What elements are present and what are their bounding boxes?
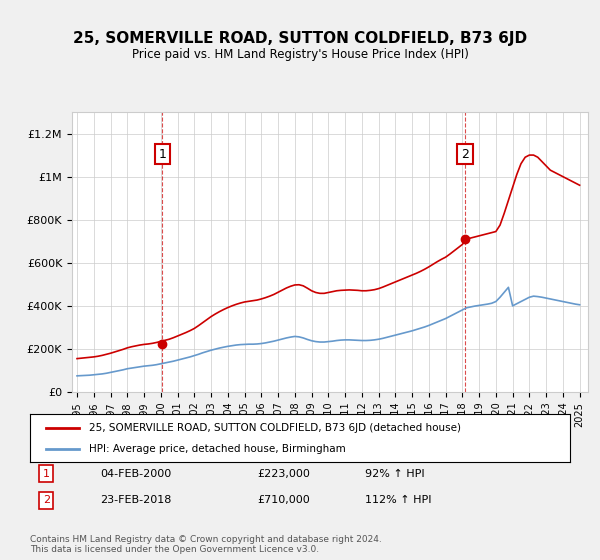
Text: 23-FEB-2018: 23-FEB-2018: [100, 495, 172, 505]
Text: Contains HM Land Registry data © Crown copyright and database right 2024.
This d: Contains HM Land Registry data © Crown c…: [30, 535, 382, 554]
Text: 25, SOMERVILLE ROAD, SUTTON COLDFIELD, B73 6JD: 25, SOMERVILLE ROAD, SUTTON COLDFIELD, B…: [73, 31, 527, 46]
Text: £710,000: £710,000: [257, 495, 310, 505]
Text: 92% ↑ HPI: 92% ↑ HPI: [365, 469, 424, 479]
Text: HPI: Average price, detached house, Birmingham: HPI: Average price, detached house, Birm…: [89, 444, 346, 454]
Text: Price paid vs. HM Land Registry's House Price Index (HPI): Price paid vs. HM Land Registry's House …: [131, 48, 469, 60]
Text: 112% ↑ HPI: 112% ↑ HPI: [365, 495, 431, 505]
Text: £223,000: £223,000: [257, 469, 310, 479]
Text: 1: 1: [43, 469, 50, 479]
Text: 2: 2: [43, 495, 50, 505]
Text: 1: 1: [158, 147, 166, 161]
Text: 2: 2: [461, 147, 469, 161]
Text: 04-FEB-2000: 04-FEB-2000: [100, 469, 172, 479]
Text: 25, SOMERVILLE ROAD, SUTTON COLDFIELD, B73 6JD (detached house): 25, SOMERVILLE ROAD, SUTTON COLDFIELD, B…: [89, 423, 461, 433]
